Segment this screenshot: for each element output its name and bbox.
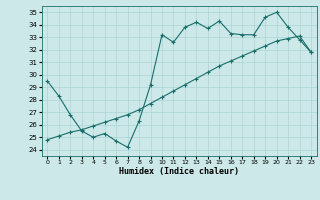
X-axis label: Humidex (Indice chaleur): Humidex (Indice chaleur)	[119, 167, 239, 176]
